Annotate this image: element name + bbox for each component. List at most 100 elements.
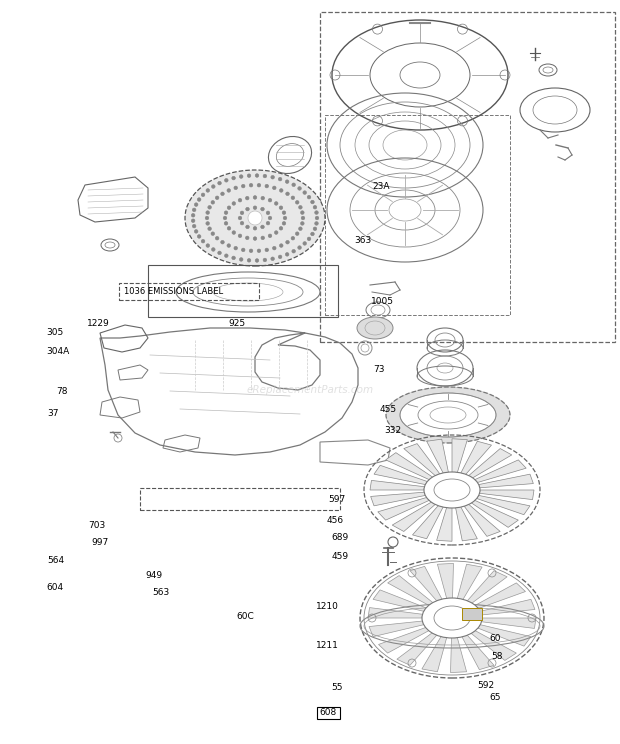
- Text: 332: 332: [384, 426, 402, 435]
- Circle shape: [260, 208, 264, 211]
- Circle shape: [227, 244, 231, 247]
- Circle shape: [275, 202, 278, 205]
- Circle shape: [202, 193, 205, 196]
- Polygon shape: [379, 627, 429, 653]
- Circle shape: [280, 189, 283, 192]
- Bar: [462, 608, 482, 620]
- Circle shape: [291, 237, 294, 240]
- Bar: [325, 115, 510, 315]
- Text: 1211: 1211: [316, 641, 339, 650]
- Bar: [119, 283, 259, 300]
- Circle shape: [240, 222, 244, 225]
- Polygon shape: [368, 608, 423, 618]
- Circle shape: [232, 176, 236, 180]
- Text: 608: 608: [319, 708, 337, 717]
- Circle shape: [208, 205, 211, 209]
- Polygon shape: [479, 490, 534, 500]
- Polygon shape: [456, 507, 477, 541]
- Ellipse shape: [185, 170, 325, 266]
- Ellipse shape: [424, 472, 480, 508]
- Circle shape: [279, 206, 283, 210]
- Text: 604: 604: [46, 583, 64, 592]
- Circle shape: [215, 237, 219, 240]
- Circle shape: [298, 246, 301, 249]
- Circle shape: [286, 240, 290, 244]
- Circle shape: [278, 177, 282, 181]
- Circle shape: [271, 257, 275, 260]
- Circle shape: [227, 226, 231, 230]
- Polygon shape: [480, 600, 535, 615]
- Circle shape: [257, 249, 261, 253]
- Polygon shape: [370, 481, 425, 490]
- Polygon shape: [436, 507, 452, 541]
- Circle shape: [241, 248, 245, 251]
- Circle shape: [301, 217, 305, 219]
- Circle shape: [218, 182, 221, 185]
- Text: 60: 60: [490, 634, 502, 643]
- Circle shape: [263, 258, 267, 262]
- Circle shape: [249, 249, 253, 253]
- Polygon shape: [451, 637, 467, 673]
- Circle shape: [282, 222, 286, 225]
- Circle shape: [247, 258, 251, 262]
- Text: 58: 58: [491, 652, 503, 661]
- Circle shape: [272, 246, 276, 250]
- Text: 703: 703: [89, 521, 106, 530]
- Circle shape: [280, 244, 283, 247]
- Text: 305: 305: [46, 328, 63, 337]
- Circle shape: [268, 199, 272, 202]
- Circle shape: [192, 214, 195, 217]
- Circle shape: [206, 211, 210, 214]
- Circle shape: [211, 201, 215, 204]
- Circle shape: [202, 240, 205, 243]
- Bar: [320, 12, 615, 342]
- Polygon shape: [477, 496, 530, 515]
- Circle shape: [211, 248, 215, 251]
- Circle shape: [272, 186, 276, 190]
- Circle shape: [263, 174, 267, 178]
- Circle shape: [247, 174, 251, 178]
- Circle shape: [292, 249, 296, 253]
- Circle shape: [192, 225, 196, 228]
- Circle shape: [249, 184, 253, 187]
- Circle shape: [265, 248, 268, 251]
- Polygon shape: [386, 452, 433, 480]
- Circle shape: [227, 189, 231, 192]
- Circle shape: [218, 251, 221, 254]
- Polygon shape: [482, 618, 536, 629]
- Circle shape: [232, 256, 236, 260]
- Circle shape: [234, 246, 237, 250]
- Polygon shape: [452, 439, 467, 472]
- Circle shape: [192, 208, 196, 212]
- Ellipse shape: [357, 317, 393, 339]
- Text: 73: 73: [373, 365, 385, 374]
- Polygon shape: [471, 500, 518, 527]
- Circle shape: [224, 222, 228, 225]
- Circle shape: [275, 231, 278, 234]
- Circle shape: [255, 259, 259, 263]
- Circle shape: [241, 185, 245, 188]
- Circle shape: [261, 196, 265, 200]
- Circle shape: [255, 173, 259, 177]
- Circle shape: [238, 199, 242, 202]
- Text: 592: 592: [477, 681, 495, 690]
- Circle shape: [223, 217, 227, 219]
- Circle shape: [239, 175, 243, 179]
- Ellipse shape: [418, 401, 478, 429]
- Circle shape: [299, 205, 302, 209]
- Text: 363: 363: [355, 236, 372, 245]
- Circle shape: [205, 217, 209, 219]
- Circle shape: [315, 217, 319, 219]
- Circle shape: [291, 196, 294, 199]
- Circle shape: [246, 236, 249, 240]
- Circle shape: [279, 226, 283, 230]
- Text: 1229: 1229: [87, 319, 110, 328]
- Polygon shape: [378, 498, 429, 520]
- Circle shape: [246, 208, 249, 211]
- Circle shape: [253, 196, 257, 199]
- Circle shape: [285, 180, 289, 184]
- Circle shape: [257, 184, 261, 187]
- Text: 60C: 60C: [237, 612, 255, 620]
- Polygon shape: [410, 566, 442, 601]
- Text: 1005: 1005: [371, 297, 394, 306]
